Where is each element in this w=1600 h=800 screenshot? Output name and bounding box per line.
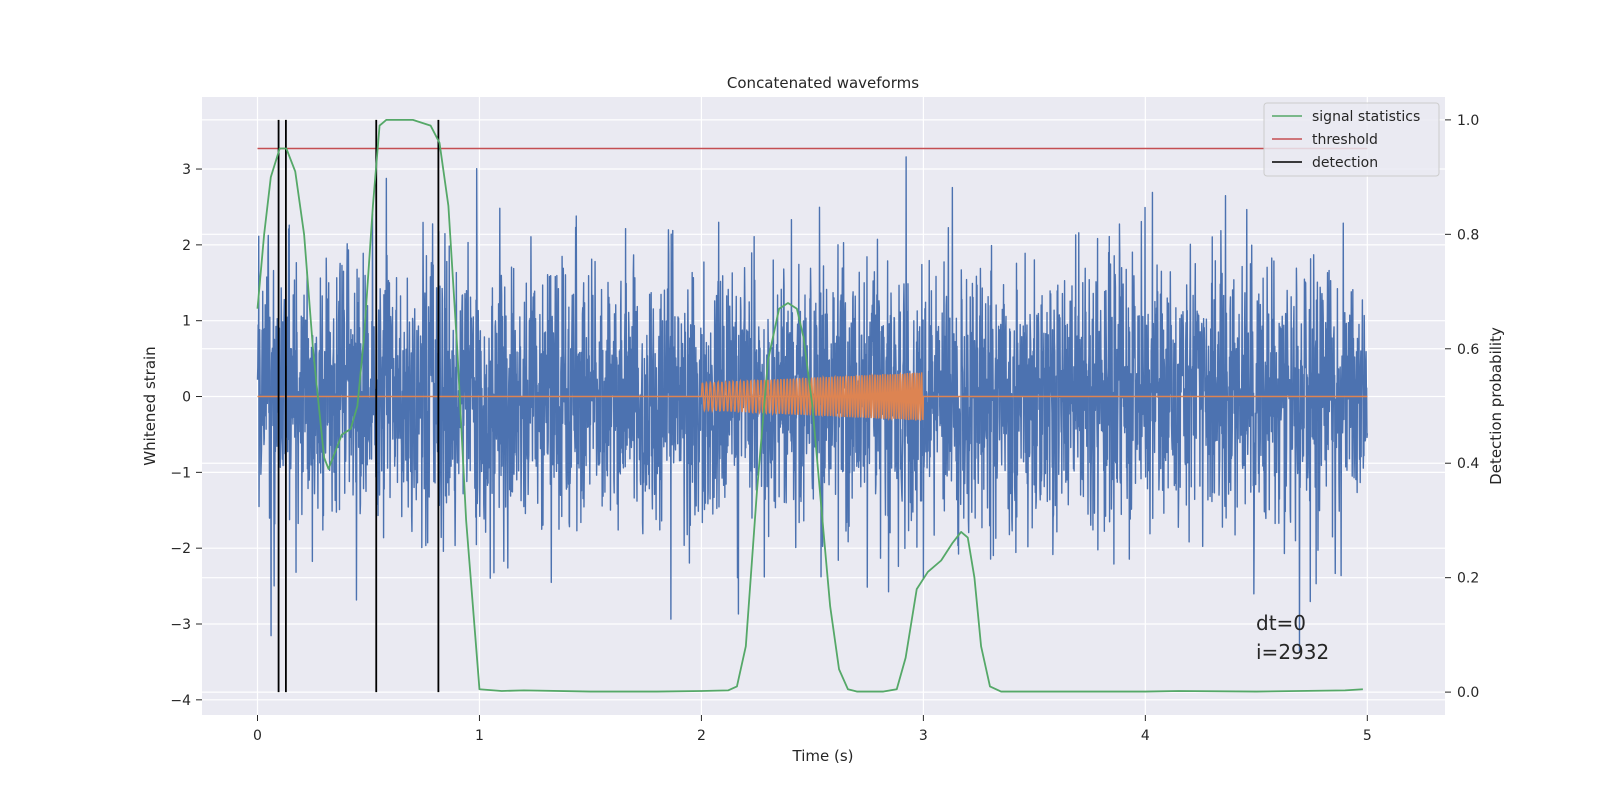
- y2-axis: 0.0 0.2 0.4 0.6 0.8 1.0: [1445, 113, 1479, 701]
- y-tick-label: −2: [170, 541, 191, 557]
- y-axis: −4 −3 −2 −1 0 1 2 3: [170, 162, 202, 709]
- legend-label-detection: detection: [1312, 155, 1378, 171]
- y-tick-label: 0: [182, 390, 191, 406]
- x-tick-label: 1: [475, 728, 484, 744]
- y-tick-label: −1: [170, 465, 191, 481]
- x-tick-label: 3: [919, 728, 928, 744]
- legend-box: [1263, 102, 1440, 177]
- y2-tick-label: 0.4: [1457, 456, 1479, 472]
- template-chirp: [700, 371, 925, 422]
- annotation-i: i=2932: [1256, 640, 1329, 664]
- y2-tick-label: 0.8: [1457, 227, 1479, 243]
- y2-tick-label: 1.0: [1457, 113, 1479, 129]
- y2-tick-label: 0.6: [1457, 342, 1479, 358]
- y-axis-label: Whitened strain: [141, 346, 159, 465]
- chart-title: Concatenated waveforms: [727, 74, 919, 92]
- x-tick-label: 0: [253, 728, 262, 744]
- x-tick-label: 4: [1141, 728, 1150, 744]
- y2-tick-label: 0.2: [1457, 571, 1479, 587]
- template-series: [257, 371, 1368, 422]
- x-axis: 0 1 2 3 4 5: [253, 715, 1372, 744]
- y2-tick-label: 0.0: [1457, 685, 1479, 701]
- y-tick-label: 2: [182, 238, 191, 254]
- legend-label-signal: signal statistics: [1312, 109, 1420, 125]
- signal-statistics-line: [256, 118, 1363, 693]
- annotation-dt: dt=0: [1256, 611, 1306, 635]
- y-tick-label: 3: [182, 162, 191, 178]
- legend-label-threshold: threshold: [1312, 132, 1378, 148]
- detection-series: [277, 119, 440, 693]
- y-tick-label: 1: [182, 314, 191, 330]
- y-tick-label: −4: [170, 693, 191, 709]
- strain-line: [256, 156, 1369, 652]
- x-axis-label: Time (s): [792, 747, 854, 765]
- x-tick-label: 2: [697, 728, 706, 744]
- x-tick-label: 5: [1363, 728, 1372, 744]
- signal-statistics-series: [256, 118, 1363, 693]
- y2-axis-label: Detection probability: [1487, 327, 1505, 485]
- legend: signal statistics threshold detection: [1263, 102, 1440, 177]
- y-tick-label: −3: [170, 617, 191, 633]
- strain-series: [256, 156, 1369, 652]
